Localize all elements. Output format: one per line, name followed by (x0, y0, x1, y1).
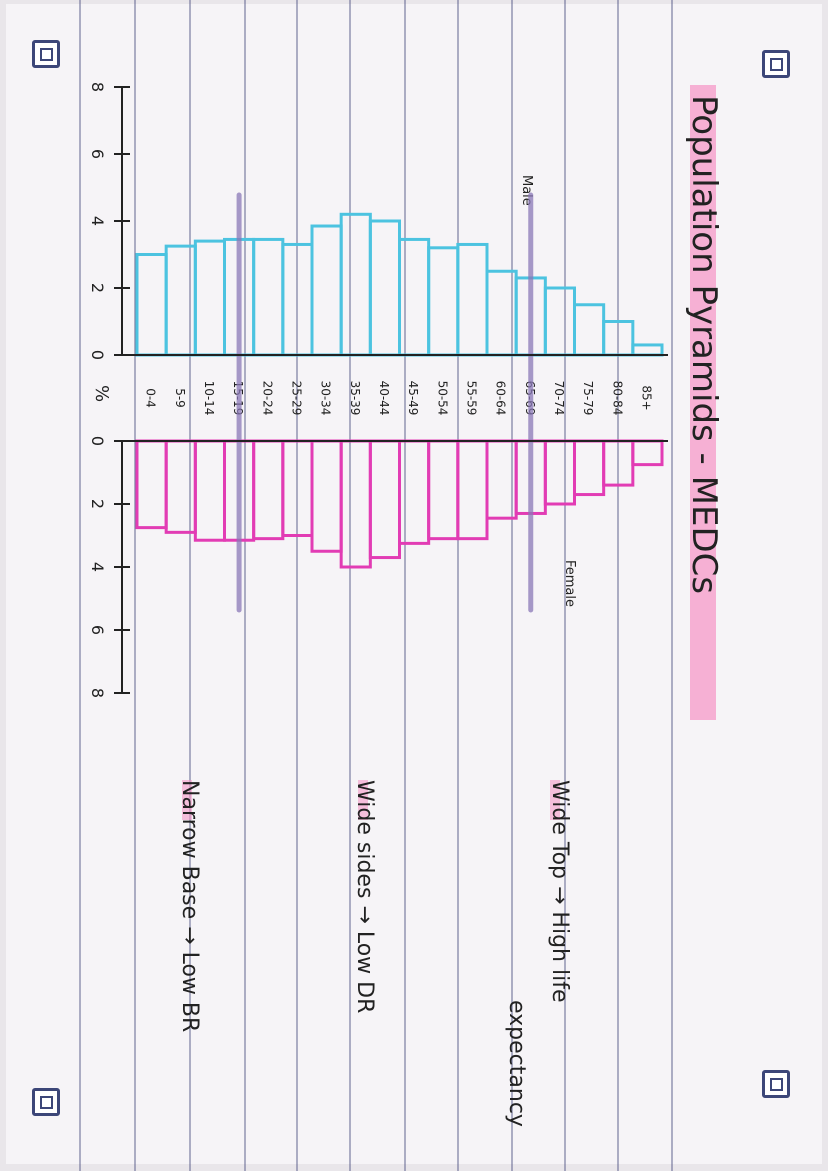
male-bar-0-4 (135, 253, 168, 357)
title-highlight (690, 85, 716, 720)
male-bar-10-14 (193, 239, 226, 357)
female-bar-0-4 (135, 439, 168, 530)
age-label: 20-24 (260, 381, 274, 416)
note-highlight (550, 780, 560, 820)
female-bar-70-74 (543, 439, 576, 506)
male-bar-50-54 (427, 246, 460, 357)
female-bar-85+ (631, 439, 664, 467)
male-bar-70-74 (543, 286, 576, 357)
female-bar-55-59 (456, 439, 489, 541)
female-bar-5-9 (164, 439, 197, 534)
female-bar-10-14 (193, 439, 226, 542)
male-bar-75-79 (573, 303, 606, 357)
female-label: Female (562, 560, 577, 607)
page-title: Population Pyramids - MEDCs (684, 95, 724, 594)
female-bar-75-79 (573, 439, 606, 497)
age-label: 10-14 (202, 381, 216, 416)
x-tick-label: 8 (88, 688, 107, 698)
age-label: 25-29 (289, 381, 303, 416)
age-label: 0-4 (144, 388, 158, 408)
age-label: 45-49 (406, 381, 420, 416)
male-bar-45-49 (397, 237, 431, 357)
x-tick-label: 6 (88, 625, 107, 635)
note-highlight (358, 780, 368, 820)
age-label: 50-54 (435, 381, 449, 416)
age-label: 35-39 (348, 381, 362, 416)
age-label: 5-9 (173, 388, 187, 408)
age-label: 70-74 (552, 381, 566, 416)
male-bar-85+ (631, 343, 664, 357)
x-tick-label: 4 (88, 216, 107, 226)
binder-hole-icon (762, 1070, 790, 1098)
x-tick-label: 4 (88, 562, 107, 572)
note-narrow-base: Narrow Base → Low BR (177, 780, 202, 1032)
note-wide-top-cont: expectancy (504, 1000, 529, 1127)
male-bar-30-34 (310, 224, 343, 357)
age-label: 75-79 (581, 381, 595, 416)
x-tick-label: 8 (88, 82, 107, 92)
binder-hole-icon (32, 40, 60, 68)
x-tick-label: 0 (88, 350, 107, 360)
age-label: 80-84 (610, 381, 624, 416)
female-bar-40-44 (368, 439, 401, 560)
male-bar-35-39 (339, 212, 372, 357)
age-label: 60-64 (494, 381, 508, 416)
female-bar-45-49 (397, 439, 431, 545)
x-tick-label: 2 (88, 283, 107, 293)
notebook-page (6, 4, 822, 1164)
age-label: 55-59 (464, 381, 478, 416)
x-tick-label: 6 (88, 149, 107, 159)
age-label: 40-44 (377, 381, 391, 416)
female-bar-20-24 (252, 439, 285, 541)
female-bar-50-54 (427, 439, 460, 541)
age-label: 30-34 (319, 381, 333, 416)
male-bar-20-24 (252, 237, 285, 357)
male-bar-5-9 (164, 244, 197, 357)
binder-hole-icon (32, 1088, 60, 1116)
binder-hole-icon (762, 50, 790, 78)
note-wide-top: Wide Top → High life (547, 780, 572, 1002)
note-highlight (182, 780, 192, 820)
percent-axis-label: % (91, 385, 112, 402)
x-tick-label: 2 (88, 499, 107, 509)
male-bar-40-44 (368, 219, 401, 357)
x-tick-label: 0 (88, 436, 107, 446)
female-bar-30-34 (310, 439, 343, 553)
age-label: 85+ (639, 385, 653, 410)
note-wide-sides: Wide sides → Low DR (352, 780, 377, 1013)
female-bar-35-39 (339, 439, 372, 569)
male-bar-55-59 (456, 242, 489, 357)
